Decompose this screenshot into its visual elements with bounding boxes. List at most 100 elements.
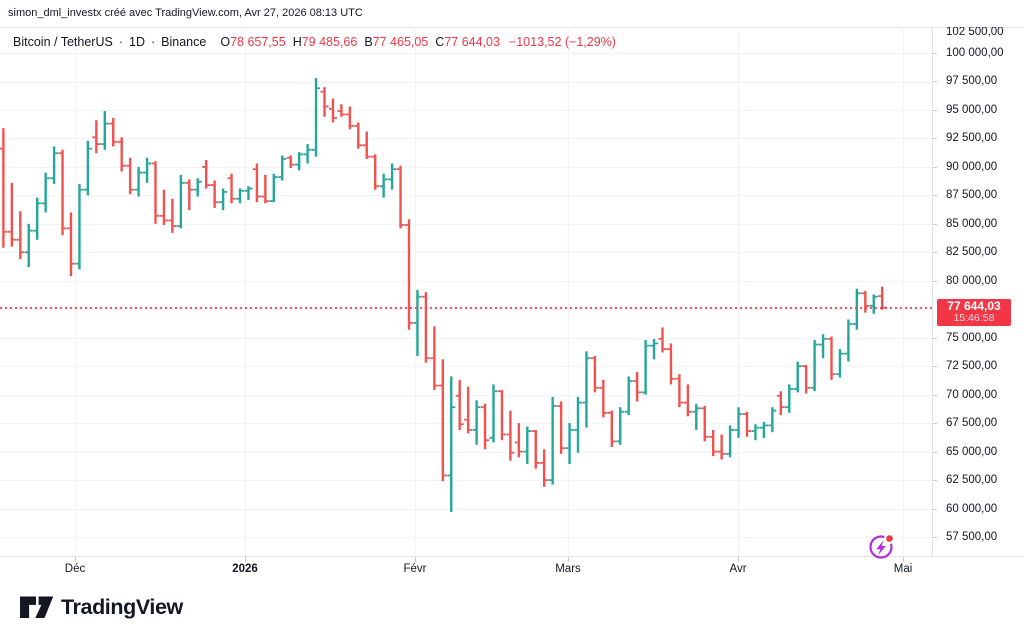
pane-top-border [0, 27, 1024, 28]
horizontal-gridline [0, 138, 932, 140]
ohlc-bar [134, 166, 143, 197]
ohlc-bar [743, 411, 751, 437]
ohlc-bar [726, 425, 735, 458]
ohlc-bar [819, 334, 828, 359]
price-axis-label: 90 000,00 [946, 160, 998, 173]
ohlc-bar [717, 434, 726, 460]
horizontal-gridline [0, 480, 932, 482]
ohlc-bar [523, 426, 532, 465]
ohlc-bar [202, 160, 211, 189]
ohlc-bar [675, 374, 684, 408]
tradingview-logo-mark [20, 596, 54, 618]
last-price-dotted-line [0, 306, 932, 309]
ohlc-bar [776, 391, 785, 416]
ohlc-bar [810, 339, 819, 392]
price-axis-label: 70 000,00 [946, 388, 998, 401]
ohlc-bar [514, 423, 523, 458]
ohlc-bar [92, 120, 101, 154]
ohlc-bar [692, 403, 701, 430]
ohlc-bars-canvas[interactable] [0, 0, 932, 637]
ohlc-bar [489, 384, 498, 443]
time-axis-label-déc: Déc [64, 563, 86, 575]
ohlc-bar [793, 361, 802, 393]
low-label: B [364, 35, 373, 49]
horizontal-gridline [0, 309, 932, 311]
ohlc-bar [58, 149, 67, 236]
ohlc-bar [337, 104, 346, 117]
ohlc-bar [185, 179, 194, 211]
ohlc-bar [193, 178, 202, 197]
horizontal-gridline [0, 166, 932, 168]
legend-separator: · [118, 35, 123, 49]
horizontal-gridline [0, 337, 932, 339]
ohlc-bar [455, 379, 464, 430]
ohlc-bar [7, 182, 16, 247]
ohlc-bar [827, 336, 836, 380]
tradingview-logo[interactable]: TradingView [20, 595, 183, 619]
ohlc-bar [734, 407, 743, 438]
ohlc-bar [345, 106, 354, 130]
ohlc-bar [599, 379, 608, 418]
ohlc-bar [421, 292, 430, 363]
horizontal-gridline [0, 508, 932, 510]
price-axis-border [932, 27, 933, 556]
time-axis-label-avr: Avr [729, 563, 747, 575]
legend-interval[interactable]: 1D [129, 35, 145, 49]
price-scale[interactable]: 102 500,00 100 000,00 97 500,00 95 000,00 92… [933, 27, 1024, 556]
price-axis-label: 102 500,00 [946, 27, 1004, 38]
ohlc-bar [650, 338, 659, 360]
ohlc-bar [438, 359, 447, 482]
last-price-value: 77 644,03 [947, 299, 1001, 314]
price-axis-label: 62 500,00 [946, 474, 998, 487]
ohlc-bar [244, 186, 253, 200]
ohlc-bar [117, 137, 126, 172]
ohlc-bar [861, 291, 870, 313]
ohlc-bar [159, 189, 168, 225]
price-axis-label: 92 500,00 [946, 132, 998, 145]
ohlc-bar [261, 174, 270, 204]
ohlc-bar [624, 376, 633, 416]
price-axis-label: 100 000,00 [946, 47, 1004, 59]
legend-exchange: Binance [161, 35, 207, 49]
ohlc-bar [33, 197, 42, 240]
legend-symbol[interactable]: Bitcoin / TetherUS [13, 35, 113, 49]
time-axis-tick [75, 557, 76, 562]
lightning-glyph [876, 540, 886, 556]
ohlc-bar [100, 111, 109, 150]
ohlc-bar [548, 396, 557, 485]
chart-legend: Bitcoin / TetherUS · 1D · Binance O78 65… [13, 34, 616, 50]
boost-lightning-icon[interactable] [866, 531, 898, 563]
time-axis-label-mars: Mars [555, 563, 581, 575]
ohlc-bar [447, 376, 456, 512]
last-price-badge[interactable]: 77 644,03 15:46:58 [937, 298, 1011, 326]
price-axis-label: 67 500,00 [946, 417, 998, 430]
vertical-gridline [415, 27, 416, 556]
price-axis-tick [933, 195, 937, 197]
price-axis-tick [933, 536, 937, 538]
price-axis-tick [933, 138, 937, 140]
ohlc-bar [751, 424, 760, 441]
vertical-gridline [903, 27, 904, 556]
ohlc-bar [0, 128, 8, 248]
ohlc-bar [151, 161, 160, 224]
horizontal-gridline [0, 109, 932, 111]
vertical-gridline [738, 27, 739, 556]
horizontal-gridline [0, 53, 932, 54]
horizontal-gridline [0, 423, 932, 425]
time-scale[interactable]: Déc 2026 Févr Mars Avr Mai [0, 557, 1024, 581]
ohlc-bar [590, 355, 599, 393]
horizontal-gridline [0, 195, 932, 197]
time-axis-tick [738, 557, 739, 562]
bar-countdown: 15:46:58 [953, 312, 995, 325]
price-axis-tick [933, 508, 937, 510]
ohlc-bar [481, 403, 490, 450]
ohlc-bar [464, 386, 473, 434]
time-axis-label-mai: Mai [893, 563, 913, 575]
ohlc-bar [574, 396, 582, 453]
horizontal-gridline [0, 394, 932, 396]
ohlc-bar [50, 146, 59, 184]
ohlc-bar [405, 219, 413, 330]
ohlc-bar [540, 449, 549, 487]
ohlc-bar [379, 173, 388, 198]
